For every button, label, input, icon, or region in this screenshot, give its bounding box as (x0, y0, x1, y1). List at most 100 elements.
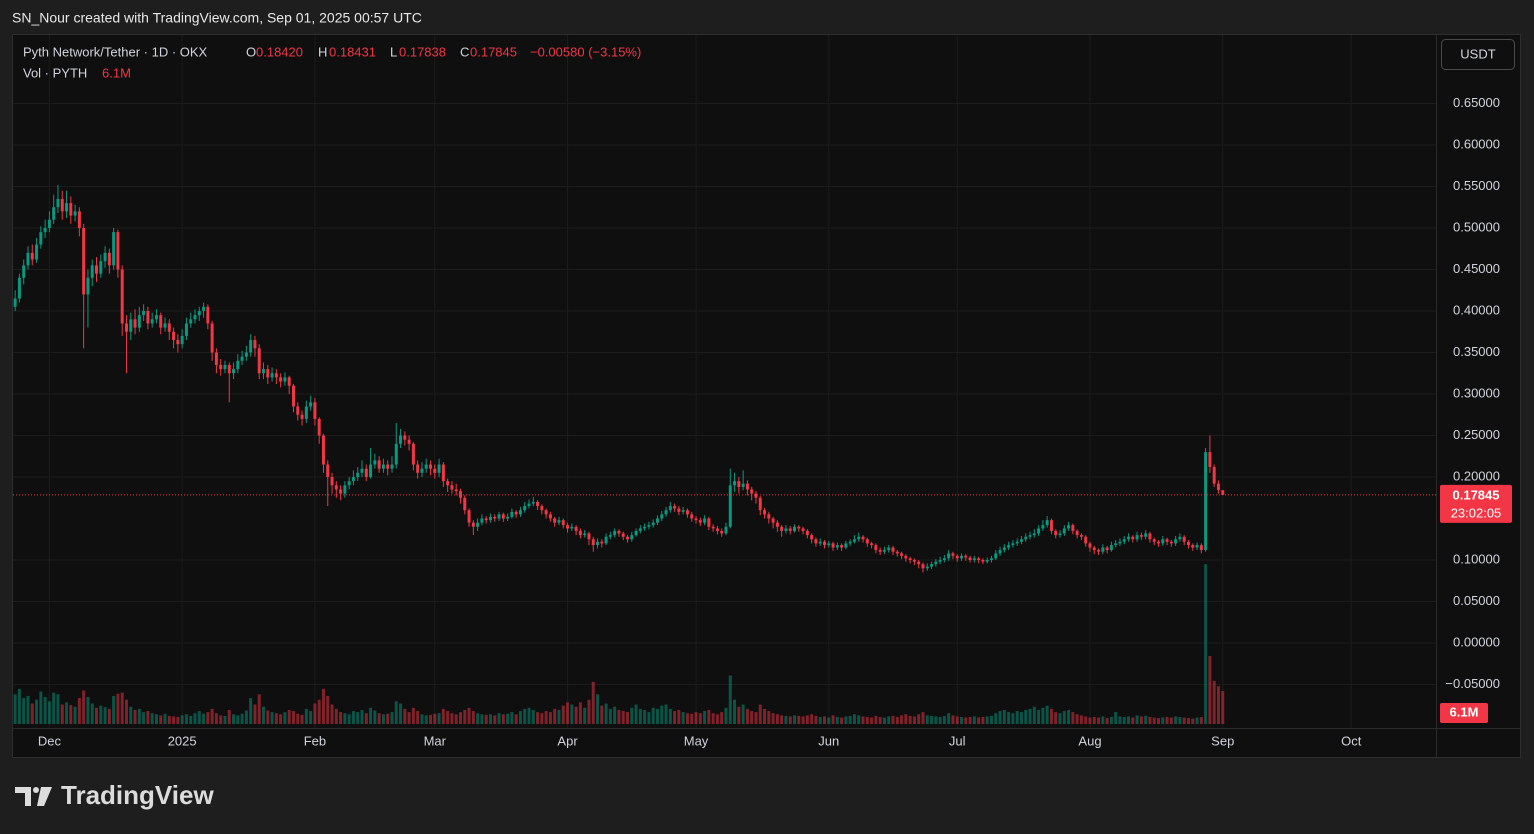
y-tick-label: 0.45000 (1453, 261, 1500, 276)
volume-bar (90, 703, 94, 724)
candle-body (1101, 547, 1105, 552)
candle-body (912, 560, 916, 562)
candle-body (784, 528, 788, 531)
candle-body (300, 414, 304, 419)
candle-body (407, 439, 411, 444)
candle-body (146, 310, 150, 324)
chart-frame (12, 34, 1521, 758)
candle-body (844, 543, 848, 548)
volume-bar (827, 717, 831, 724)
volume-bar (831, 715, 835, 724)
currency-label[interactable]: USDT (1460, 46, 1495, 61)
volume-bar (43, 697, 47, 724)
volume-bar (891, 715, 895, 724)
candle-body (112, 232, 116, 266)
candle-body (801, 528, 805, 531)
volume-bar (608, 708, 612, 724)
volume-bar (728, 675, 732, 724)
volume-bar (566, 702, 570, 724)
volume-bar (1045, 705, 1049, 724)
candle-body (596, 541, 600, 546)
candle-body (86, 277, 90, 295)
volume-bar (822, 716, 826, 724)
candles (13, 184, 1225, 573)
volume-bar (1028, 708, 1032, 724)
candle-body (1084, 536, 1088, 544)
candle-body (257, 348, 261, 374)
y-tick-label: 0.40000 (1453, 302, 1500, 317)
candle-body (874, 545, 878, 551)
y-tick-label: 0.60000 (1453, 136, 1500, 151)
volume-bar (626, 712, 630, 724)
candle-body (369, 464, 373, 477)
volume-bar (56, 694, 60, 724)
y-tick-label: 0.20000 (1453, 468, 1500, 483)
volume-bar (484, 714, 488, 724)
candle-body (176, 340, 180, 345)
candle-body (848, 541, 852, 544)
volume-bar (202, 713, 206, 724)
volume-bar (77, 698, 81, 724)
candle-body (574, 526, 578, 531)
volume-bar (1195, 717, 1199, 724)
volume-bar (904, 714, 908, 724)
candle-body (758, 497, 762, 511)
candle-body (934, 561, 938, 565)
brand-logo (15, 787, 52, 806)
candle-body (638, 528, 642, 531)
candle-body (780, 526, 784, 531)
logo-slash (37, 787, 52, 806)
candle-body (60, 198, 64, 212)
candle-body (925, 566, 929, 569)
candle-body (206, 306, 210, 324)
volume-bar (934, 716, 938, 724)
volume-bar (835, 716, 839, 724)
volume-bar (553, 708, 557, 724)
candle-body (244, 352, 248, 357)
candle-body (1054, 530, 1058, 536)
candle-body (878, 550, 882, 552)
volume-bar (613, 706, 617, 724)
candle-body (681, 510, 685, 512)
volume-bar (1148, 716, 1152, 724)
volume-bar (818, 716, 822, 724)
candle-body (150, 319, 154, 324)
candle-body (488, 516, 492, 521)
candle-body (291, 385, 295, 407)
volume-bar (1114, 712, 1118, 724)
volume-bar (1067, 709, 1071, 724)
currency-button[interactable] (1441, 39, 1515, 70)
candle-body (1161, 539, 1165, 544)
volume-bar (750, 711, 754, 724)
candle-body (1118, 541, 1122, 544)
volume-bar (1037, 709, 1041, 724)
candle-body (685, 510, 689, 515)
volume-bar (668, 708, 672, 724)
volume-bar (587, 699, 591, 724)
candle-body (852, 539, 856, 542)
volume-bar (394, 701, 398, 724)
candle-body (463, 497, 467, 511)
candle-body (630, 535, 634, 540)
candle-body (694, 518, 698, 521)
y-tick-label: 0.30000 (1453, 385, 1500, 400)
candle-body (1097, 550, 1101, 552)
volume-bar (356, 712, 360, 724)
candle-body (172, 331, 176, 341)
candle-body (219, 364, 223, 370)
candle-body (1071, 525, 1075, 531)
volume-bar (882, 717, 886, 724)
candle-body (1182, 536, 1186, 542)
volume-bar (527, 707, 531, 724)
candle-body (1191, 545, 1195, 548)
volume-bar (411, 707, 415, 724)
volume-bar (60, 704, 64, 724)
volume-bar (930, 715, 934, 724)
volume-bar (621, 711, 625, 724)
volume-bar (1041, 707, 1045, 724)
volume-bar (326, 695, 330, 724)
volume-bar (450, 713, 454, 724)
candle-body (1169, 541, 1173, 544)
volume-bar (351, 711, 355, 724)
